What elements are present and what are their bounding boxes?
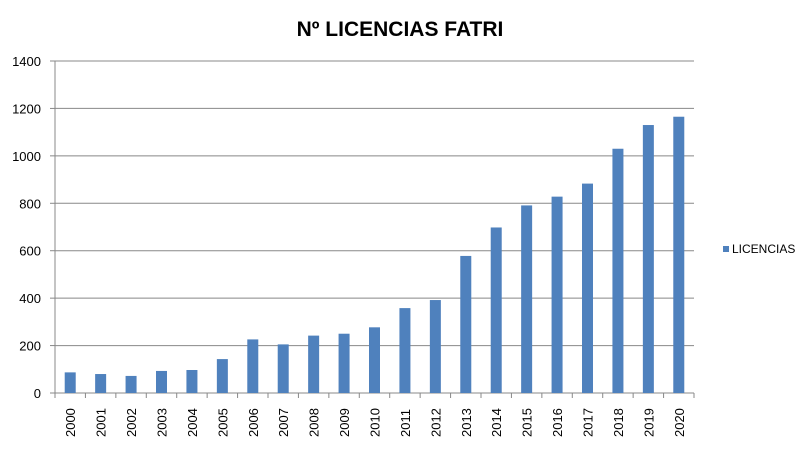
bar-2015 [521, 205, 533, 393]
x-tick-label: 2010 [368, 408, 383, 437]
x-tick-label: 2006 [246, 408, 261, 437]
bar-2010 [369, 327, 380, 393]
bar-2011 [399, 308, 411, 393]
y-tick-label: 600 [19, 244, 41, 259]
legend-swatch [723, 246, 729, 252]
gridlines [55, 60, 694, 347]
y-tick-label: 1000 [12, 149, 41, 164]
bar-2008 [308, 335, 320, 393]
x-tick-label: 2019 [641, 408, 656, 437]
bar-2018 [612, 148, 624, 393]
bar-2004 [186, 369, 198, 393]
y-tick-labels: 0 200 400 600 800 1000 1200 1400 [12, 54, 41, 401]
bar-2002 [125, 375, 137, 393]
x-tick-label: 2016 [550, 408, 565, 437]
x-tick-label: 2009 [337, 408, 352, 437]
bar-2000 [64, 372, 76, 393]
x-tick-label: 2020 [672, 408, 687, 437]
legend: LICENCIAS [723, 242, 795, 256]
x-tick-label: 2008 [307, 408, 322, 437]
x-tick-label: 2003 [155, 408, 170, 437]
x-tick-label: 2013 [459, 408, 474, 437]
y-tick-label: 1200 [12, 101, 41, 116]
chart-title: Nº LICENCIAS FATRI [296, 18, 504, 41]
y-tick-label: 200 [19, 339, 41, 354]
y-tick-label: 800 [19, 196, 41, 211]
x-tick-label: 2011 [398, 409, 413, 437]
bar-2001 [95, 374, 107, 393]
bar-2014 [490, 227, 502, 393]
x-tick-label: 2007 [276, 408, 291, 437]
x-tick-label: 2015 [520, 408, 535, 437]
bar-2005 [216, 359, 228, 393]
x-tick-labels: 2000 2001 2002 2003 2004 2005 2006 2007 2008 2009… [63, 408, 687, 437]
bar-2016 [551, 196, 563, 393]
bar-2019 [642, 125, 654, 394]
bars [64, 116, 685, 394]
x-tick-label: 2018 [611, 408, 626, 437]
x-tick-label: 2000 [63, 408, 78, 437]
x-tick-label: 2004 [185, 408, 200, 437]
x-tick-label: 2005 [215, 408, 230, 437]
x-tick-label: 2017 [581, 408, 596, 437]
bar-2007 [277, 344, 289, 393]
bar-2020 [673, 116, 685, 393]
x-tick-label: 2014 [489, 408, 504, 437]
y-tick-label: 0 [34, 386, 41, 401]
bar-2017 [582, 183, 593, 393]
bar-2006 [247, 339, 259, 393]
y-tick-label: 1400 [12, 54, 41, 69]
bar-2012 [429, 300, 441, 393]
bar-2013 [460, 255, 472, 393]
bar-2003 [156, 370, 167, 393]
bar-2009 [338, 333, 350, 393]
y-tick-label: 400 [19, 291, 41, 306]
x-tick-label: 2001 [94, 408, 109, 437]
x-tick-label: 2002 [124, 408, 139, 437]
legend-label: LICENCIAS [732, 242, 795, 256]
x-tick-label: 2012 [428, 408, 443, 437]
